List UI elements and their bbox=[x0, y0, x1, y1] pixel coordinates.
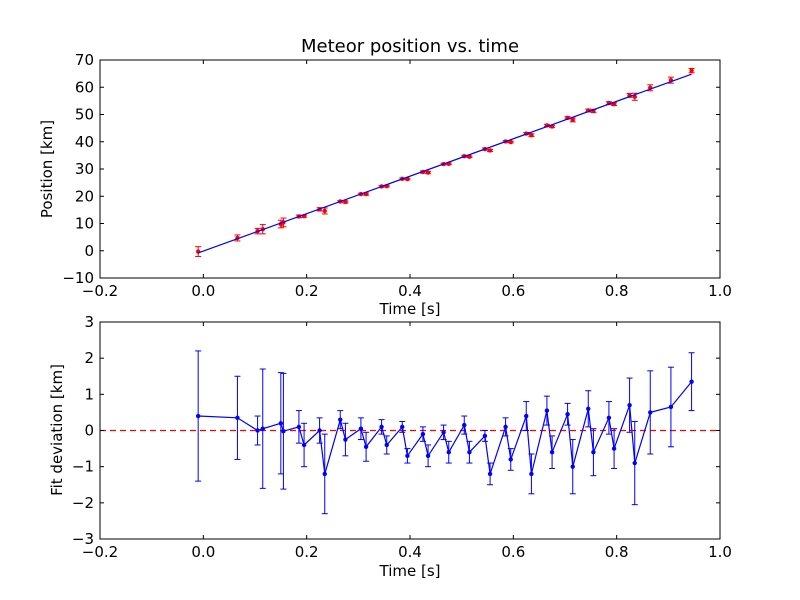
deviation-data-point bbox=[462, 422, 467, 428]
position-y-axis-label: Position [km] bbox=[38, 120, 56, 218]
deviation-data-point bbox=[591, 450, 596, 455]
deviation-data-point bbox=[317, 428, 322, 433]
position-data-point bbox=[529, 133, 534, 138]
position-x-tick-label: 0.2 bbox=[295, 282, 319, 300]
deviation-data-point bbox=[441, 430, 446, 435]
position-x-tick-label: 1.0 bbox=[708, 282, 732, 300]
deviation-data-point bbox=[627, 402, 632, 408]
deviation-data-point bbox=[296, 424, 302, 430]
deviation-data-point bbox=[384, 442, 389, 448]
deviation-data-point bbox=[524, 413, 529, 419]
deviation-data-point bbox=[467, 450, 472, 455]
deviation-data-point bbox=[689, 379, 694, 384]
position-data-point bbox=[487, 148, 493, 153]
deviation-data-point bbox=[363, 444, 369, 449]
position-x-tick-label: −0.2 bbox=[82, 282, 118, 300]
fit-line bbox=[197, 73, 692, 254]
deviation-x-tick-label: 0.2 bbox=[295, 543, 319, 561]
deviation-x-axis-label: Time [s] bbox=[379, 562, 441, 580]
position-y-tick-label: 70 bbox=[75, 51, 94, 69]
position-chart: Meteor position vs. time −0.2 0.0 0.2 0.4 0.… bbox=[38, 36, 732, 318]
position-data-point bbox=[689, 68, 694, 73]
deviation-data-point bbox=[338, 417, 343, 422]
deviation-data-point bbox=[632, 460, 637, 466]
deviation-y-tick-label: −3 bbox=[72, 530, 94, 548]
deviation-data-point bbox=[400, 424, 405, 430]
deviation-y-tick-label: −1 bbox=[72, 458, 94, 476]
position-x-tick-label: 0.0 bbox=[191, 282, 215, 300]
deviation-y-tick-label: 0 bbox=[84, 422, 94, 440]
position-x-tick-label: 0.8 bbox=[605, 282, 629, 300]
position-x-tick-label: 0.4 bbox=[398, 282, 422, 300]
position-y-tick-label: 50 bbox=[75, 106, 94, 124]
deviation-data-point bbox=[405, 453, 410, 459]
deviation-x-tick-label: 1.0 bbox=[708, 543, 732, 561]
position-data-point bbox=[195, 249, 201, 254]
deviation-data-point bbox=[668, 404, 674, 410]
deviation-y-tick-label: 2 bbox=[84, 349, 94, 367]
deviation-data-point bbox=[570, 464, 575, 469]
chart-title: Meteor position vs. time bbox=[301, 36, 519, 57]
deviation-x-tick-label: 0.4 bbox=[398, 543, 422, 561]
position-data-point bbox=[508, 139, 513, 145]
deviation-x-tick-label: −0.2 bbox=[82, 543, 118, 561]
deviation-data-point bbox=[322, 471, 327, 477]
deviation-x-tick-label: 0.8 bbox=[605, 543, 629, 561]
deviation-chart: −0.2 0.0 0.2 0.4 0.6 0.8 1.0 −3 −2 −1 0 1 2 3 Time [s… bbox=[48, 313, 732, 580]
position-y-tick-label: 0 bbox=[84, 242, 94, 260]
deviation-data-point bbox=[648, 410, 653, 415]
deviation-data-point bbox=[544, 408, 550, 413]
deviation-data-point bbox=[278, 421, 284, 426]
deviation-data-point bbox=[235, 415, 240, 421]
deviation-data-point bbox=[195, 413, 201, 419]
deviation-data-point bbox=[487, 471, 493, 477]
position-y-tick-label: 60 bbox=[75, 78, 94, 96]
position-x-axis-label: Time [s] bbox=[379, 300, 441, 318]
deviation-data-point bbox=[425, 453, 431, 459]
deviation-data-point bbox=[606, 415, 612, 421]
deviation-data-point bbox=[343, 437, 348, 442]
position-data-point bbox=[425, 170, 431, 175]
deviation-data-point bbox=[508, 457, 513, 462]
deviation-data-point bbox=[586, 406, 591, 411]
deviation-x-tick-label: 0.0 bbox=[191, 543, 215, 561]
deviation-data-point bbox=[482, 433, 488, 439]
position-data-point bbox=[570, 117, 575, 123]
position-y-tick-label: 20 bbox=[75, 187, 94, 205]
deviation-data-point bbox=[549, 450, 555, 455]
position-y-tick-label: −10 bbox=[62, 269, 94, 287]
position-data-point bbox=[343, 199, 348, 205]
position-chart-ticks: −0.2 0.0 0.2 0.4 0.6 0.8 1.0 −10 0 10 20 30 40 50 60 70 bbox=[62, 51, 732, 300]
deviation-y-axis-label: Fit deviation [km] bbox=[48, 364, 66, 496]
deviation-chart-marks bbox=[100, 350, 720, 515]
deviation-data-point bbox=[611, 446, 617, 451]
deviation-data-point bbox=[503, 424, 508, 430]
deviation-data-point bbox=[420, 431, 426, 437]
position-y-tick-label: 30 bbox=[75, 160, 94, 178]
deviation-data-point bbox=[565, 412, 570, 417]
position-chart-marks bbox=[195, 67, 695, 257]
deviation-chart-ticks: −0.2 0.0 0.2 0.4 0.6 0.8 1.0 −3 −2 −1 0 1 2 3 bbox=[72, 313, 732, 561]
deviation-data-point bbox=[379, 424, 384, 430]
deviation-y-tick-label: −2 bbox=[72, 494, 94, 512]
deviation-data-point bbox=[255, 428, 260, 433]
deviation-data-point bbox=[260, 426, 265, 431]
deviation-data-point bbox=[446, 450, 451, 455]
position-y-tick-label: 40 bbox=[75, 133, 94, 151]
position-data-point bbox=[322, 208, 327, 214]
deviation-y-tick-label: 3 bbox=[84, 313, 94, 331]
deviation-data-point bbox=[358, 426, 364, 431]
position-x-tick-label: 0.6 bbox=[501, 282, 525, 300]
deviation-y-tick-label: 1 bbox=[84, 385, 94, 403]
deviation-data-point bbox=[529, 471, 534, 477]
position-y-tick-label: 10 bbox=[75, 215, 94, 233]
deviation-data-point bbox=[281, 429, 286, 434]
deviation-data-point bbox=[301, 442, 307, 448]
deviation-x-tick-label: 0.6 bbox=[501, 543, 525, 561]
